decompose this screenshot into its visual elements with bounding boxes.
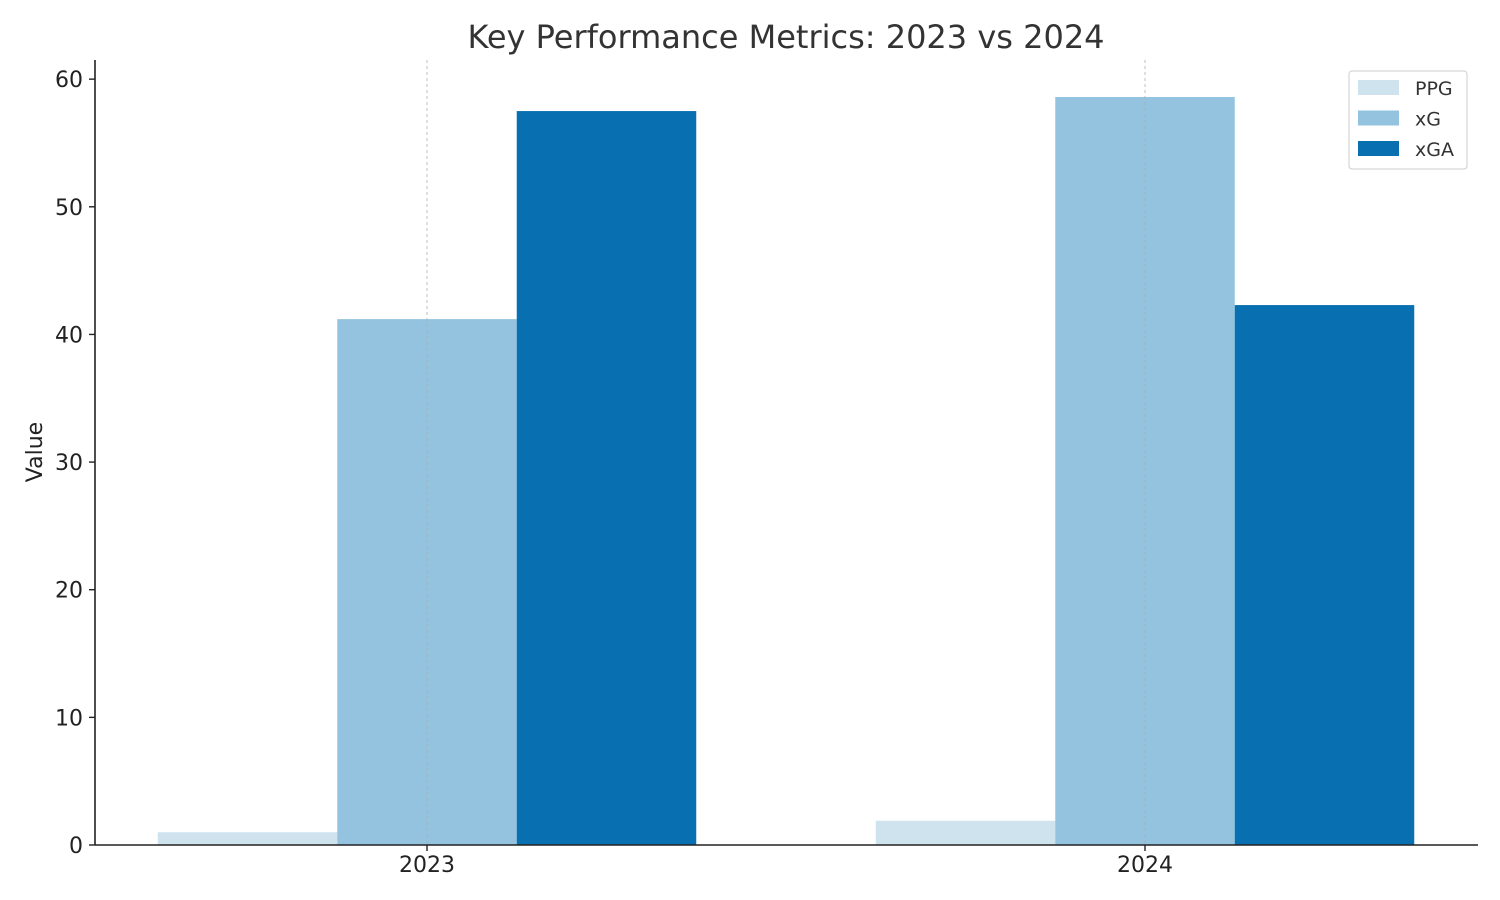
- chart-title: Key Performance Metrics: 2023 vs 2024: [467, 18, 1104, 56]
- bar-xga-2023[interactable]: [516, 111, 697, 846]
- y-tick-label: 10: [55, 706, 83, 731]
- legend-swatch-xga: [1358, 141, 1399, 156]
- x-ticks: 2023 2024: [399, 845, 1173, 878]
- bar-xga-2024[interactable]: [1234, 305, 1415, 845]
- y-tick-label: 40: [55, 323, 83, 348]
- y-axis-label: Value: [23, 422, 48, 482]
- y-tick-label: 50: [55, 196, 83, 221]
- axes-layer: [94, 60, 1478, 846]
- y-ticks: 0 10 20 30 40 50 60: [55, 68, 95, 859]
- y-tick-label: 30: [55, 451, 83, 476]
- legend-swatch-xg: [1358, 110, 1399, 126]
- legend-label-xga: xGA: [1415, 139, 1454, 161]
- bar-ppg-2024[interactable]: [875, 820, 1056, 845]
- x-tick-label: 2023: [399, 853, 455, 878]
- bars-layer: [157, 60, 1415, 846]
- y-tick-label: 60: [55, 68, 83, 93]
- legend-label-ppg: PPG: [1415, 78, 1453, 100]
- legend[interactable]: PPG xG xGA: [1348, 70, 1468, 170]
- bar-ppg-2023[interactable]: [157, 832, 338, 845]
- legend-label-xg: xG: [1415, 109, 1441, 131]
- y-tick-label: 20: [55, 579, 83, 604]
- legend-swatch-ppg: [1358, 80, 1399, 95]
- y-tick-label: 0: [69, 834, 83, 859]
- x-tick-label: 2024: [1117, 853, 1173, 878]
